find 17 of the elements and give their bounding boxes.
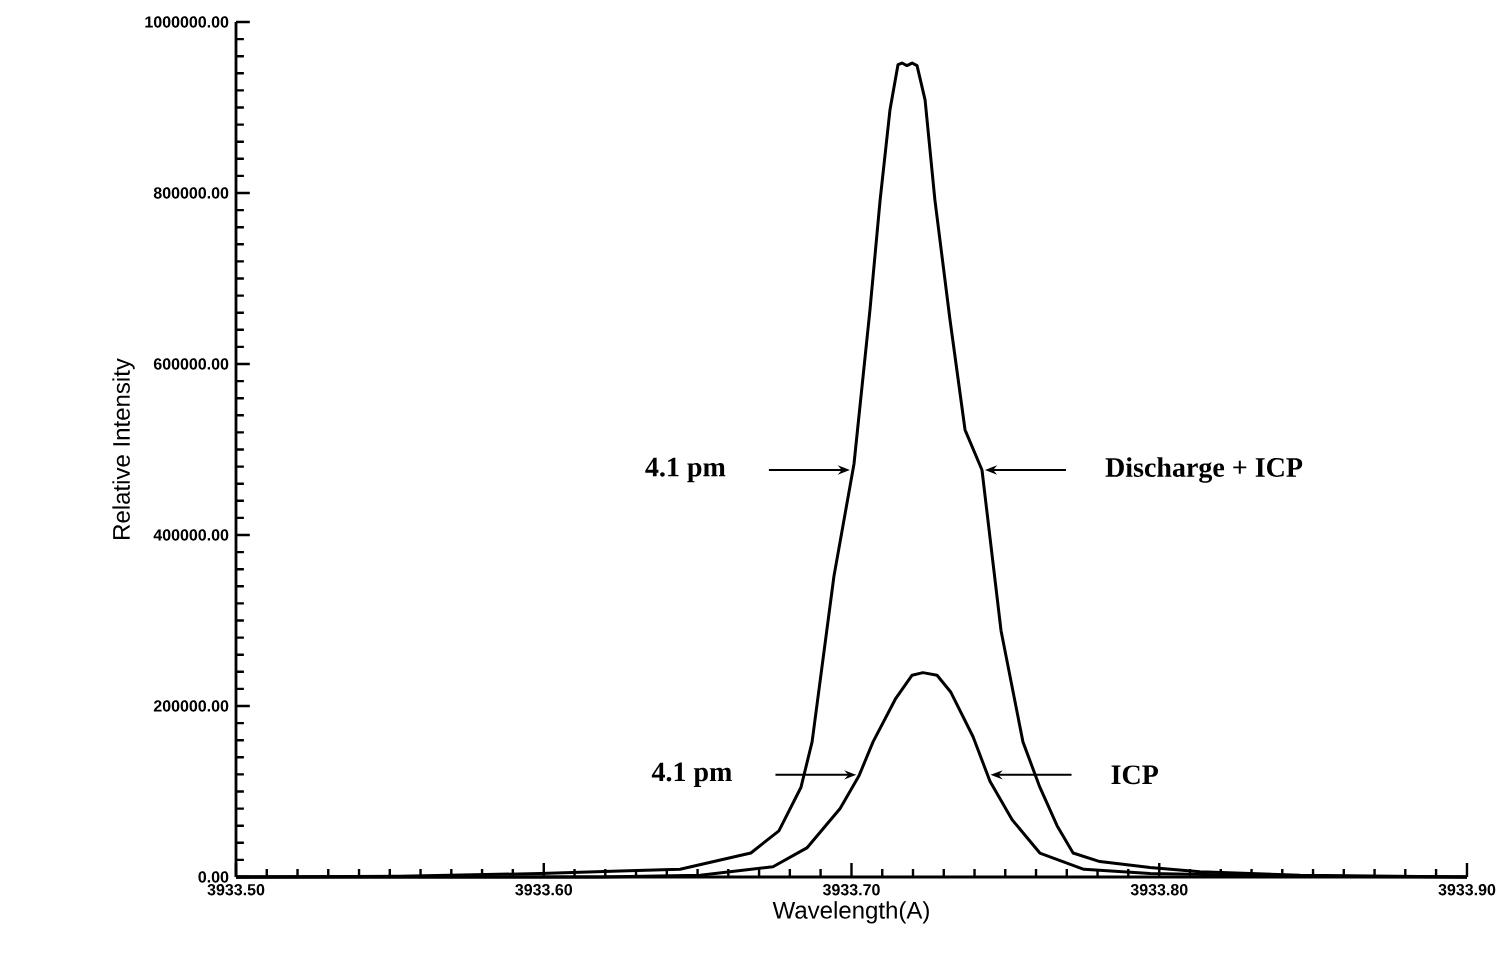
x-tick-label: 3933.60 (515, 884, 573, 896)
annotation: 4.1 pm (651, 762, 732, 788)
annotation: 4.1 pm (645, 457, 726, 483)
annotation: ICP (1111, 765, 1159, 785)
x-tick-label: 3933.90 (1438, 884, 1496, 896)
y-tick-label: 400000.00 (153, 529, 229, 541)
x-tick-label: 3933.80 (1130, 884, 1188, 896)
y-axis-title: Relative Intensity (112, 358, 135, 539)
y-tick-label: 800000.00 (153, 187, 229, 199)
x-tick-label: 3933.70 (822, 884, 880, 896)
x-axis-title: Wavelength(A) (772, 901, 929, 924)
y-tick-label: 600000.00 (153, 358, 229, 370)
y-tick-label: 200000.00 (153, 700, 229, 712)
annotation: Discharge + ICP (1105, 457, 1303, 483)
y-tick-label: 1000000.00 (145, 16, 229, 28)
y-tick-label: 0.00 (198, 871, 229, 883)
x-tick-label: 3933.50 (207, 884, 265, 896)
